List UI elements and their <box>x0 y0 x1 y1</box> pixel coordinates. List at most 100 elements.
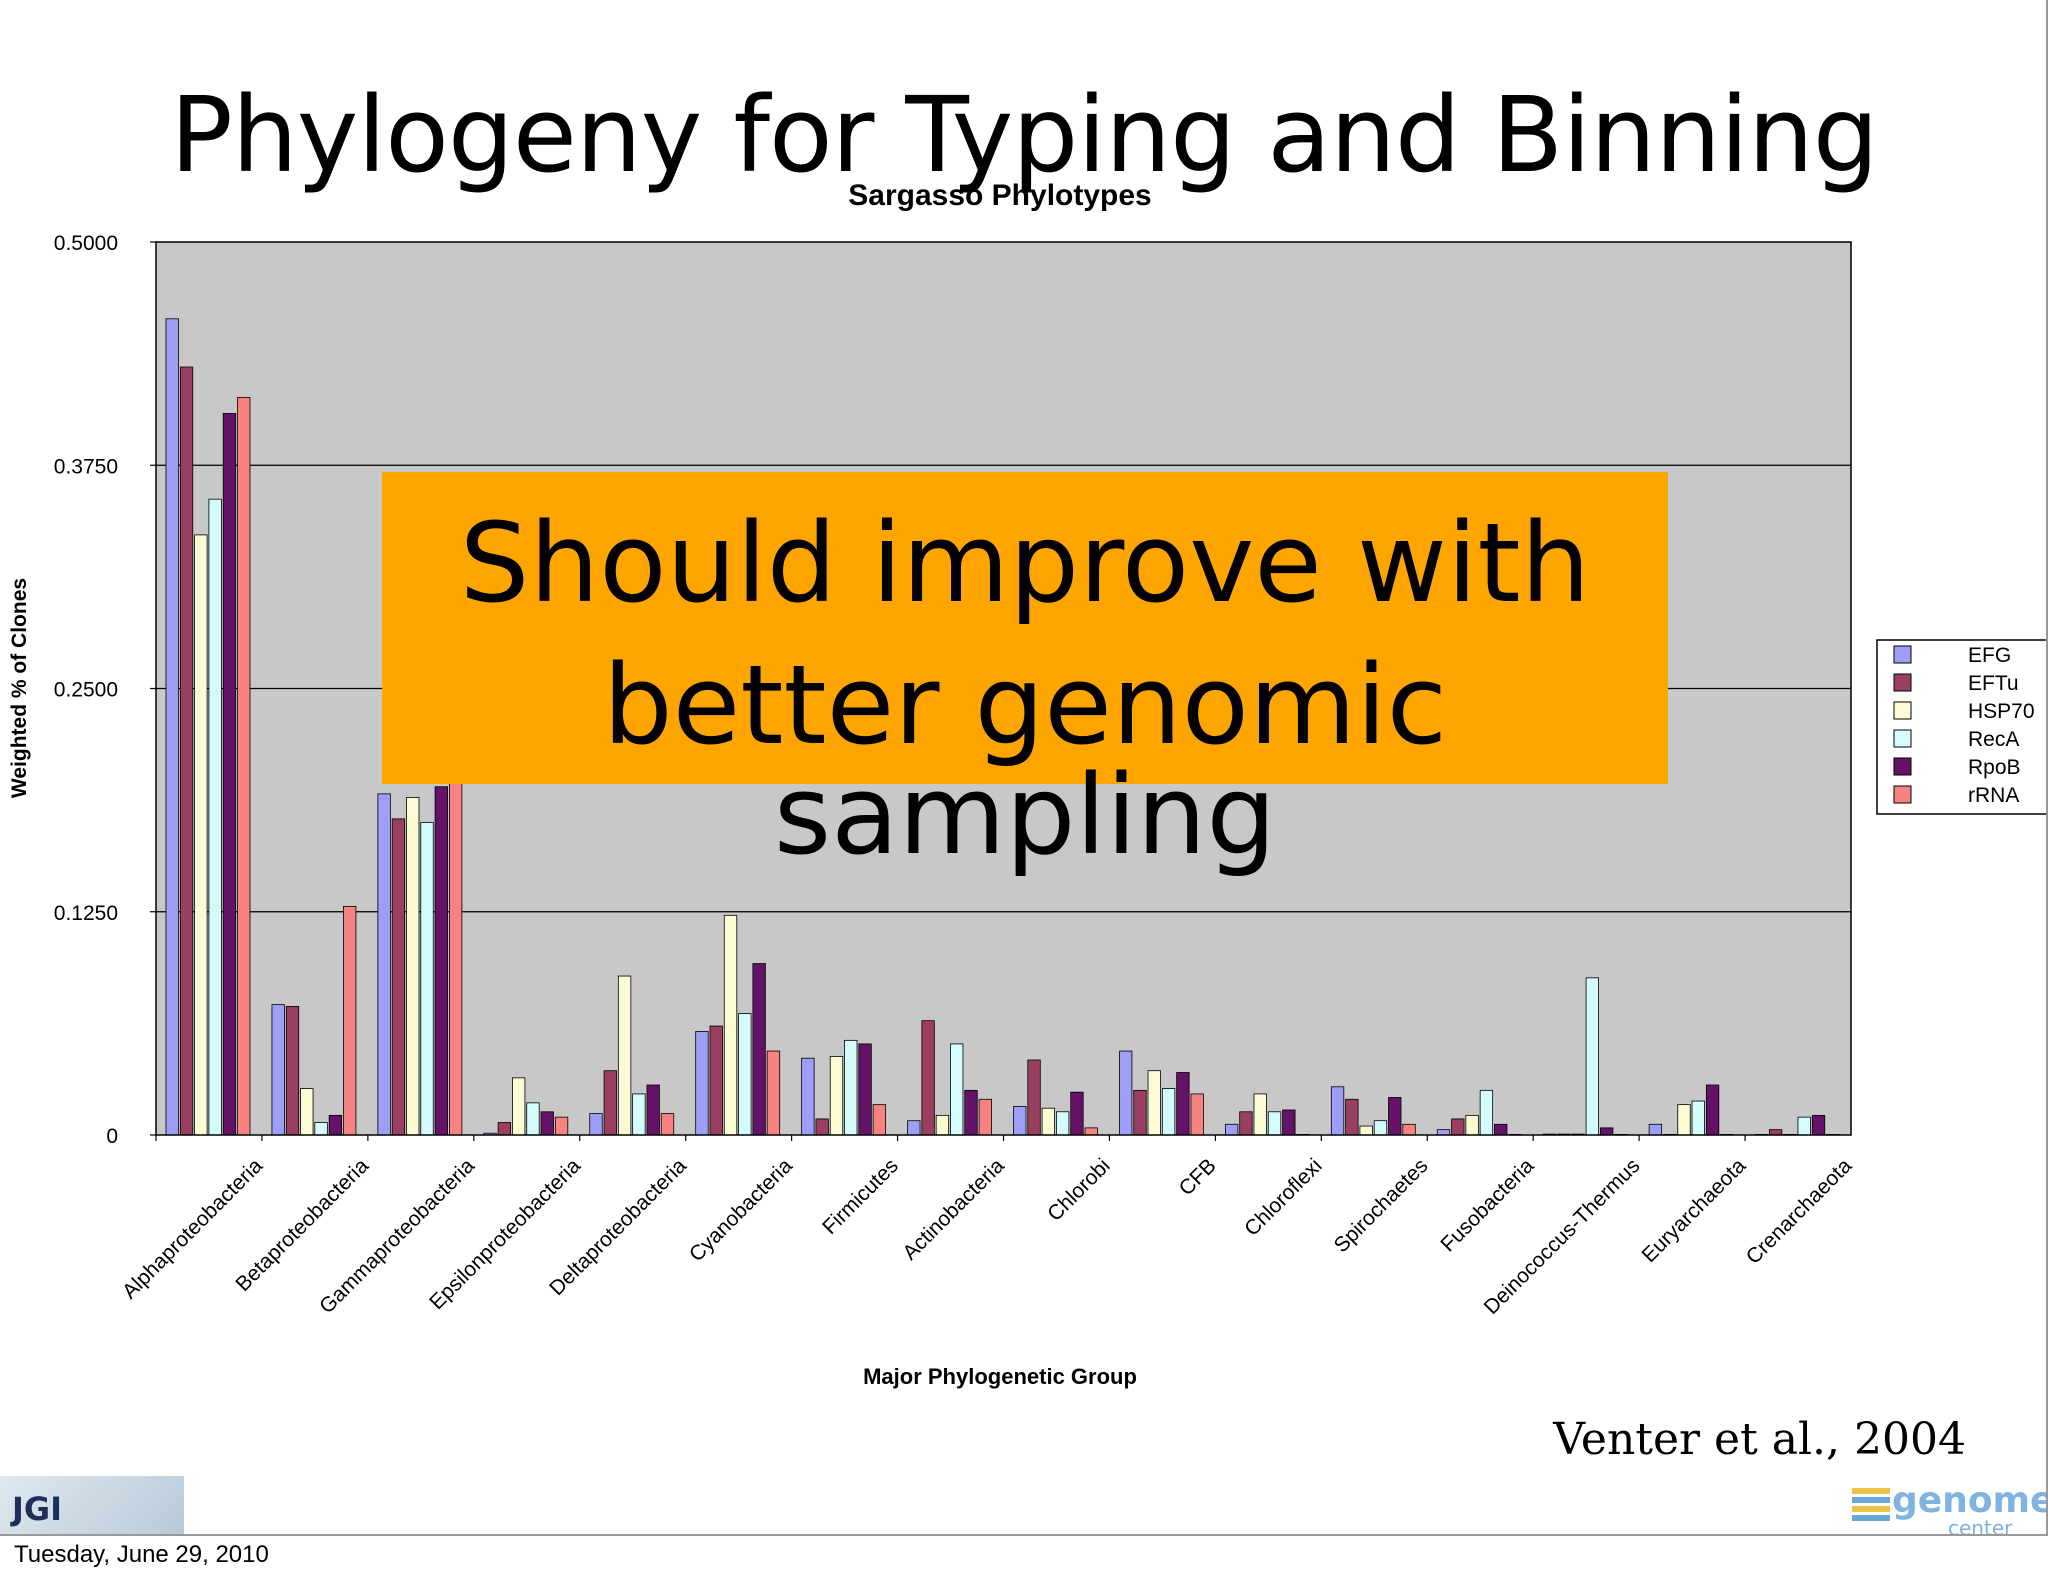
bar <box>1267 1111 1282 1136</box>
bar <box>165 318 179 1136</box>
bar <box>1147 1070 1161 1136</box>
bar <box>1691 1100 1705 1136</box>
bar <box>738 1013 752 1136</box>
x-tick-labels: AlphaproteobacteriaBetaproteobacteriaGam… <box>118 1154 1856 1319</box>
bars <box>155 318 1840 1141</box>
bar <box>1768 1129 1783 1136</box>
bar <box>1373 1120 1388 1136</box>
x-tick-label: Euryarchaeota <box>1637 1154 1750 1267</box>
bar <box>271 1004 285 1136</box>
y-tick-labels: 0 0.1250 0.2500 0.3750 0.5000 <box>54 232 156 1148</box>
legend-frame <box>1876 639 2046 815</box>
bar <box>1677 1104 1691 1136</box>
x-tick-label: Fusobacteria <box>1436 1154 1538 1256</box>
x-axis-label: Major Phylogenetic Group <box>863 1364 1137 1389</box>
bar <box>1056 1111 1070 1136</box>
bar <box>1224 1123 1239 1136</box>
bar <box>723 914 738 1136</box>
bar <box>801 1057 815 1136</box>
bar <box>497 1122 512 1136</box>
legend-label: HSP70 <box>1968 700 2035 723</box>
x-tick-label: Firmicutes <box>818 1154 903 1239</box>
legend-label: rRNA <box>1968 784 2019 807</box>
y-axis-label: Weighted % of Clones <box>8 578 31 798</box>
bar <box>1797 1116 1811 1136</box>
bar <box>554 1116 569 1136</box>
bar <box>1161 1088 1176 1136</box>
bar <box>815 1118 829 1136</box>
bar <box>1388 1097 1402 1136</box>
y-tick-label: 0.1250 <box>54 902 118 925</box>
bar <box>844 1039 858 1136</box>
bar <box>1239 1111 1253 1136</box>
callout-line-1: Should improve with <box>459 499 1591 627</box>
x-tick-label: Chlorobi <box>1043 1154 1115 1226</box>
bar <box>1811 1114 1826 1136</box>
citation: Venter et al., 2004 <box>1553 1414 1966 1465</box>
bar <box>222 413 237 1136</box>
bar <box>1599 1127 1614 1136</box>
bar <box>1494 1123 1508 1136</box>
legend-swatch <box>1893 673 1912 692</box>
bar <box>1027 1059 1041 1136</box>
slide: 0 0.1250 0.2500 0.3750 0.5000 Alphaproteobac… <box>0 0 2048 1536</box>
bar <box>1070 1091 1084 1136</box>
bar <box>540 1111 554 1136</box>
bar <box>1345 1098 1359 1136</box>
bar <box>907 1120 921 1136</box>
genome-center-logo-subtext: center <box>1948 1516 2013 1536</box>
y-tick-label: 0.5000 <box>54 232 118 255</box>
bar <box>328 1114 343 1136</box>
bar <box>935 1114 950 1136</box>
bar <box>1190 1093 1204 1136</box>
bar <box>208 498 222 1136</box>
legend-label: EFG <box>1968 644 2011 667</box>
bar <box>1084 1127 1098 1136</box>
bar <box>1330 1086 1345 1136</box>
x-tick-label: Cyanobacteria <box>685 1154 797 1266</box>
callout-line-2: better genomic sampling <box>602 641 1448 879</box>
legend: EFG EFTu HSP70 RecA RpoB rRNA <box>1876 639 2046 815</box>
bar <box>526 1102 540 1136</box>
bar <box>300 1088 314 1136</box>
slide-title: Phylogeny for Typing and Binning <box>170 74 1879 196</box>
bar <box>1479 1089 1494 1136</box>
legend-swatch <box>1893 785 1912 804</box>
bar <box>603 1070 617 1136</box>
bar <box>921 1020 935 1136</box>
bar <box>1013 1106 1027 1136</box>
bar <box>1133 1089 1147 1136</box>
legend-label: RecA <box>1968 728 2019 751</box>
bar <box>285 1006 300 1136</box>
bar <box>752 963 766 1136</box>
genome-center-logo-mark <box>1852 1488 1890 1524</box>
bar <box>829 1056 844 1136</box>
bar <box>1402 1123 1416 1136</box>
bar <box>194 534 208 1136</box>
bar <box>964 1089 978 1136</box>
bar <box>179 366 194 1136</box>
bar <box>1176 1072 1190 1136</box>
bar <box>1585 977 1599 1136</box>
bar <box>1253 1093 1267 1136</box>
y-tick-label: 0 <box>106 1125 118 1148</box>
bar <box>950 1043 964 1136</box>
bar <box>695 1031 709 1136</box>
legend-swatch <box>1893 645 1912 664</box>
x-tick-label: Actinobacteria <box>898 1154 1009 1265</box>
bar <box>1282 1109 1296 1136</box>
bar <box>237 396 251 1136</box>
bar <box>1041 1107 1055 1136</box>
legend-label: EFTu <box>1968 672 2019 695</box>
bar <box>632 1093 646 1136</box>
bar <box>617 975 632 1136</box>
bar <box>1451 1118 1465 1136</box>
bar <box>660 1113 675 1136</box>
x-tick-label: CFB <box>1175 1154 1221 1200</box>
bar <box>1465 1114 1479 1136</box>
bar <box>1359 1125 1373 1136</box>
callout-box: Should improve with better genomic sampl… <box>382 472 1668 870</box>
bar <box>709 1025 723 1136</box>
bar <box>343 905 357 1136</box>
legend-swatch <box>1893 729 1912 748</box>
